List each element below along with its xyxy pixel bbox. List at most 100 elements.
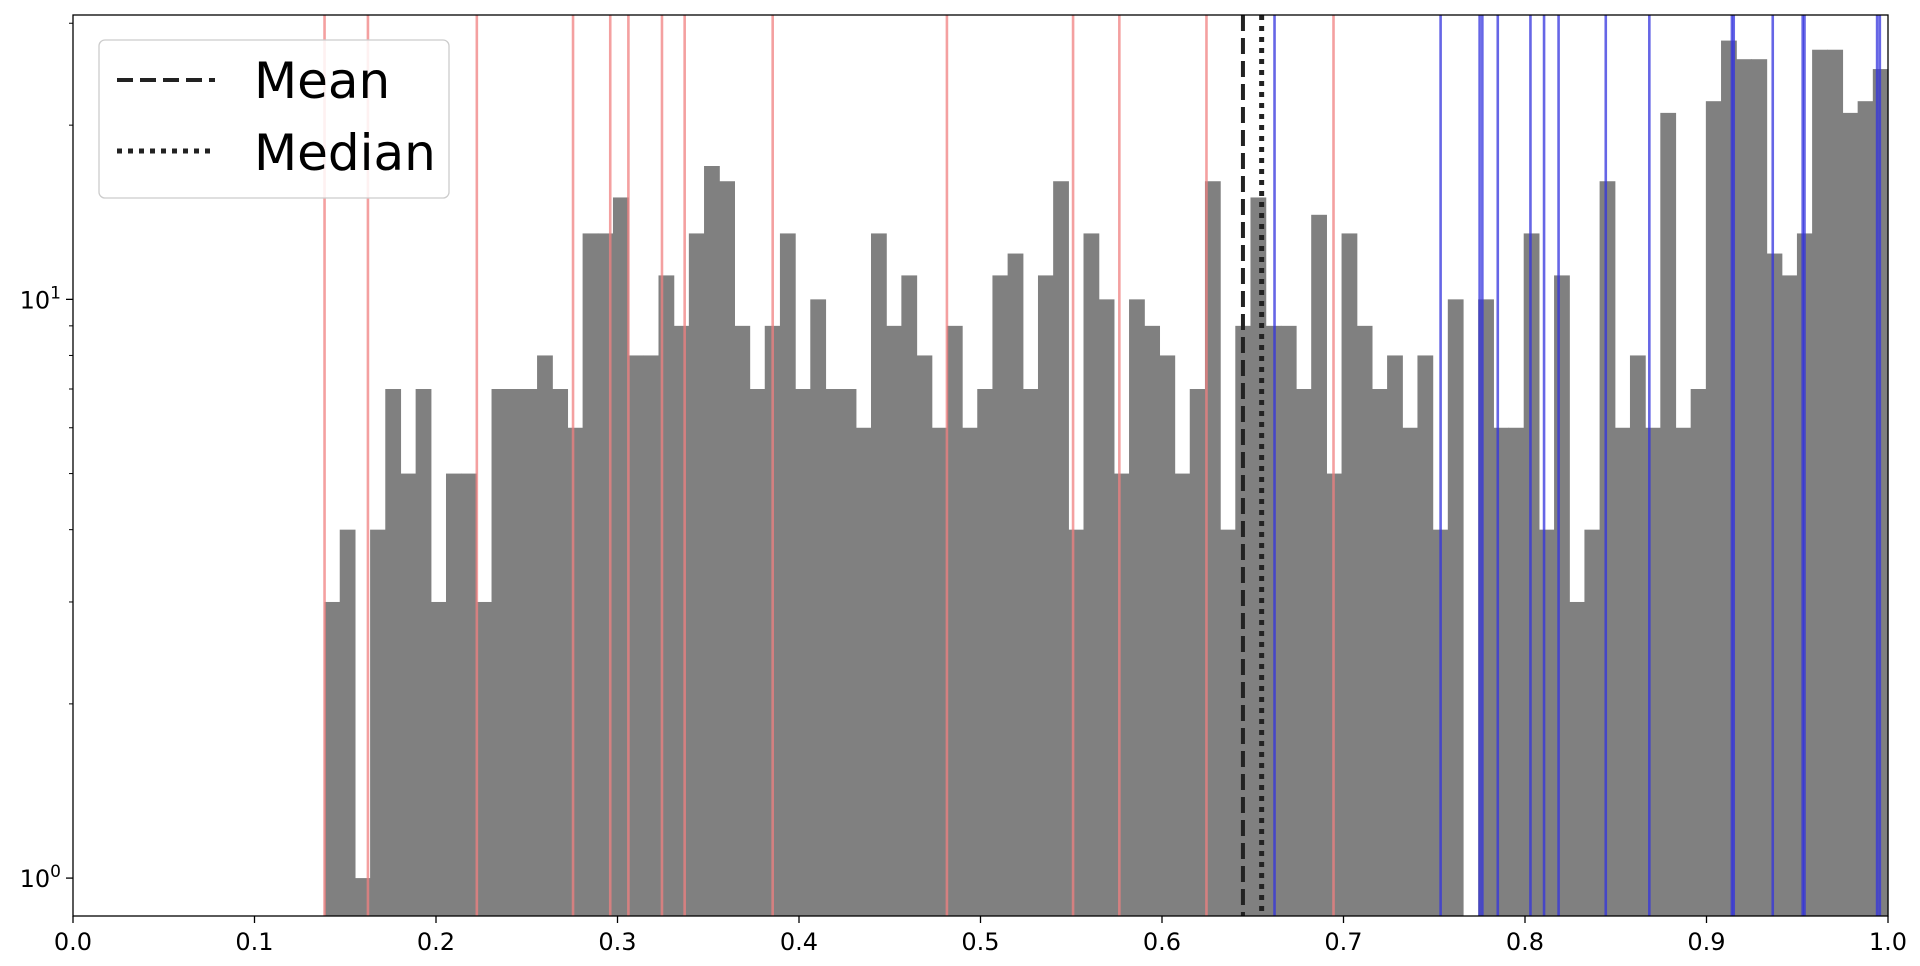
- histogram-bar: [1645, 427, 1661, 916]
- histogram-bar: [1781, 275, 1798, 917]
- histogram-bar: [430, 601, 447, 916]
- histogram-bar: [1204, 181, 1221, 917]
- histogram-bar: [400, 473, 417, 916]
- histogram-bar: [1371, 389, 1388, 916]
- histogram-bar: [1098, 299, 1115, 917]
- histogram-bar: [825, 389, 842, 916]
- histogram-bar: [795, 389, 811, 916]
- reference-lines: [323, 15, 1882, 916]
- histogram-bar: [1538, 529, 1555, 916]
- histogram-bar: [1296, 389, 1312, 916]
- histogram-bar: [1827, 49, 1844, 916]
- histogram-bar: [582, 233, 599, 916]
- histogram-bar: [886, 325, 902, 916]
- histogram-bar: [1280, 325, 1297, 916]
- histogram-bar: [612, 197, 629, 916]
- histogram-bar: [855, 427, 872, 916]
- histogram-bar: [810, 299, 827, 917]
- histogram-bar: [1705, 101, 1722, 917]
- histogram-bar: [1508, 427, 1525, 916]
- histogram-bar: [1417, 355, 1434, 916]
- histogram-bar: [461, 473, 477, 916]
- histogram-bar: [719, 181, 735, 917]
- histogram-bar: [931, 427, 948, 916]
- histogram-bar: [1311, 214, 1327, 916]
- histogram-bar: [1857, 101, 1874, 917]
- histogram-bar: [1842, 112, 1859, 917]
- histogram-bar: [491, 389, 508, 916]
- histogram-bar: [734, 325, 751, 916]
- legend: Mean Median: [98, 39, 450, 199]
- legend-median-label: Median: [254, 124, 436, 182]
- histogram-bar: [673, 325, 690, 916]
- x-tick-label: 0.8: [1506, 928, 1544, 956]
- histogram-bar: [704, 165, 720, 917]
- histogram-bar: [1402, 427, 1419, 916]
- histogram-bar: [1037, 275, 1054, 917]
- histogram-bar: [1144, 325, 1161, 916]
- histogram-bar: [1690, 389, 1707, 916]
- histogram-bar: [628, 355, 644, 916]
- x-tick-label: 0.3: [598, 928, 636, 956]
- histogram-bar: [339, 529, 356, 916]
- x-tick-label: 0.2: [417, 928, 455, 956]
- histogram-bar: [415, 389, 432, 916]
- histogram-bar: [567, 427, 584, 916]
- histogram-bar: [324, 601, 341, 916]
- histogram-bar: [1736, 59, 1752, 916]
- x-tick-label: 0.9: [1687, 928, 1725, 956]
- histogram-bar: [946, 325, 963, 916]
- histogram-bar: [476, 601, 493, 916]
- histogram-bar: [1751, 59, 1768, 916]
- histogram-bar: [1554, 275, 1570, 917]
- x-tick-label: 0.6: [1143, 928, 1181, 956]
- histogram-bar: [916, 355, 933, 916]
- histogram-bar: [370, 529, 386, 916]
- histogram-bar: [1493, 427, 1510, 916]
- histogram-bar: [1675, 427, 1692, 916]
- histogram-bar: [1250, 197, 1267, 916]
- histogram-bar: [1447, 299, 1464, 917]
- histogram-bar: [1189, 389, 1206, 916]
- histogram-bar: [962, 427, 978, 916]
- histogram-bar: [1053, 181, 1069, 917]
- histogram-bar: [1022, 389, 1039, 916]
- x-tick-label: 0.5: [961, 928, 999, 956]
- histogram-bar: [552, 389, 569, 916]
- histogram-bar: [840, 389, 857, 916]
- histogram-bar: [1660, 112, 1677, 917]
- histogram-bar: [643, 355, 660, 916]
- histogram-bar: [1220, 529, 1236, 916]
- histogram-bar: [1584, 529, 1601, 916]
- histogram-bar: [749, 389, 766, 916]
- histogram-bar: [1812, 49, 1828, 916]
- histogram-bar: [1174, 473, 1191, 916]
- histogram-bar: [1569, 601, 1586, 916]
- histogram-bar: [1766, 253, 1783, 916]
- histogram-bar: [1159, 355, 1176, 916]
- histogram-bar: [1356, 325, 1373, 916]
- histogram-bar: [445, 473, 462, 916]
- histogram-bar: [385, 389, 402, 916]
- histogram-bars: [324, 40, 1889, 917]
- histogram-bar: [901, 275, 918, 917]
- histogram-bar: [1341, 233, 1358, 916]
- axis-ticks: 0.0 0.1 0.2 0.3 0.4 0.5 0.6 0.7 0.8 0.9 1.0 100 101: [20, 22, 1907, 956]
- y-tick-label: 101: [20, 283, 61, 314]
- histogram-bar: [1599, 181, 1616, 917]
- histogram-bar: [1113, 473, 1130, 916]
- legend-mean-label: Mean: [254, 52, 390, 110]
- y-tick-label: 100: [20, 862, 61, 893]
- histogram-bar: [1007, 253, 1024, 916]
- x-tick-label: 0.0: [54, 928, 92, 956]
- x-tick-label: 1.0: [1869, 928, 1907, 956]
- statistic-lines: [1240, 15, 1265, 916]
- x-tick-label: 0.7: [1324, 928, 1362, 956]
- histogram-bar: [977, 389, 994, 916]
- histogram-bar: [521, 389, 538, 916]
- histogram-bar: [1083, 233, 1100, 916]
- histogram-bar: [1387, 355, 1403, 916]
- histogram-bar: [1068, 529, 1085, 916]
- histogram-bar: [506, 389, 523, 916]
